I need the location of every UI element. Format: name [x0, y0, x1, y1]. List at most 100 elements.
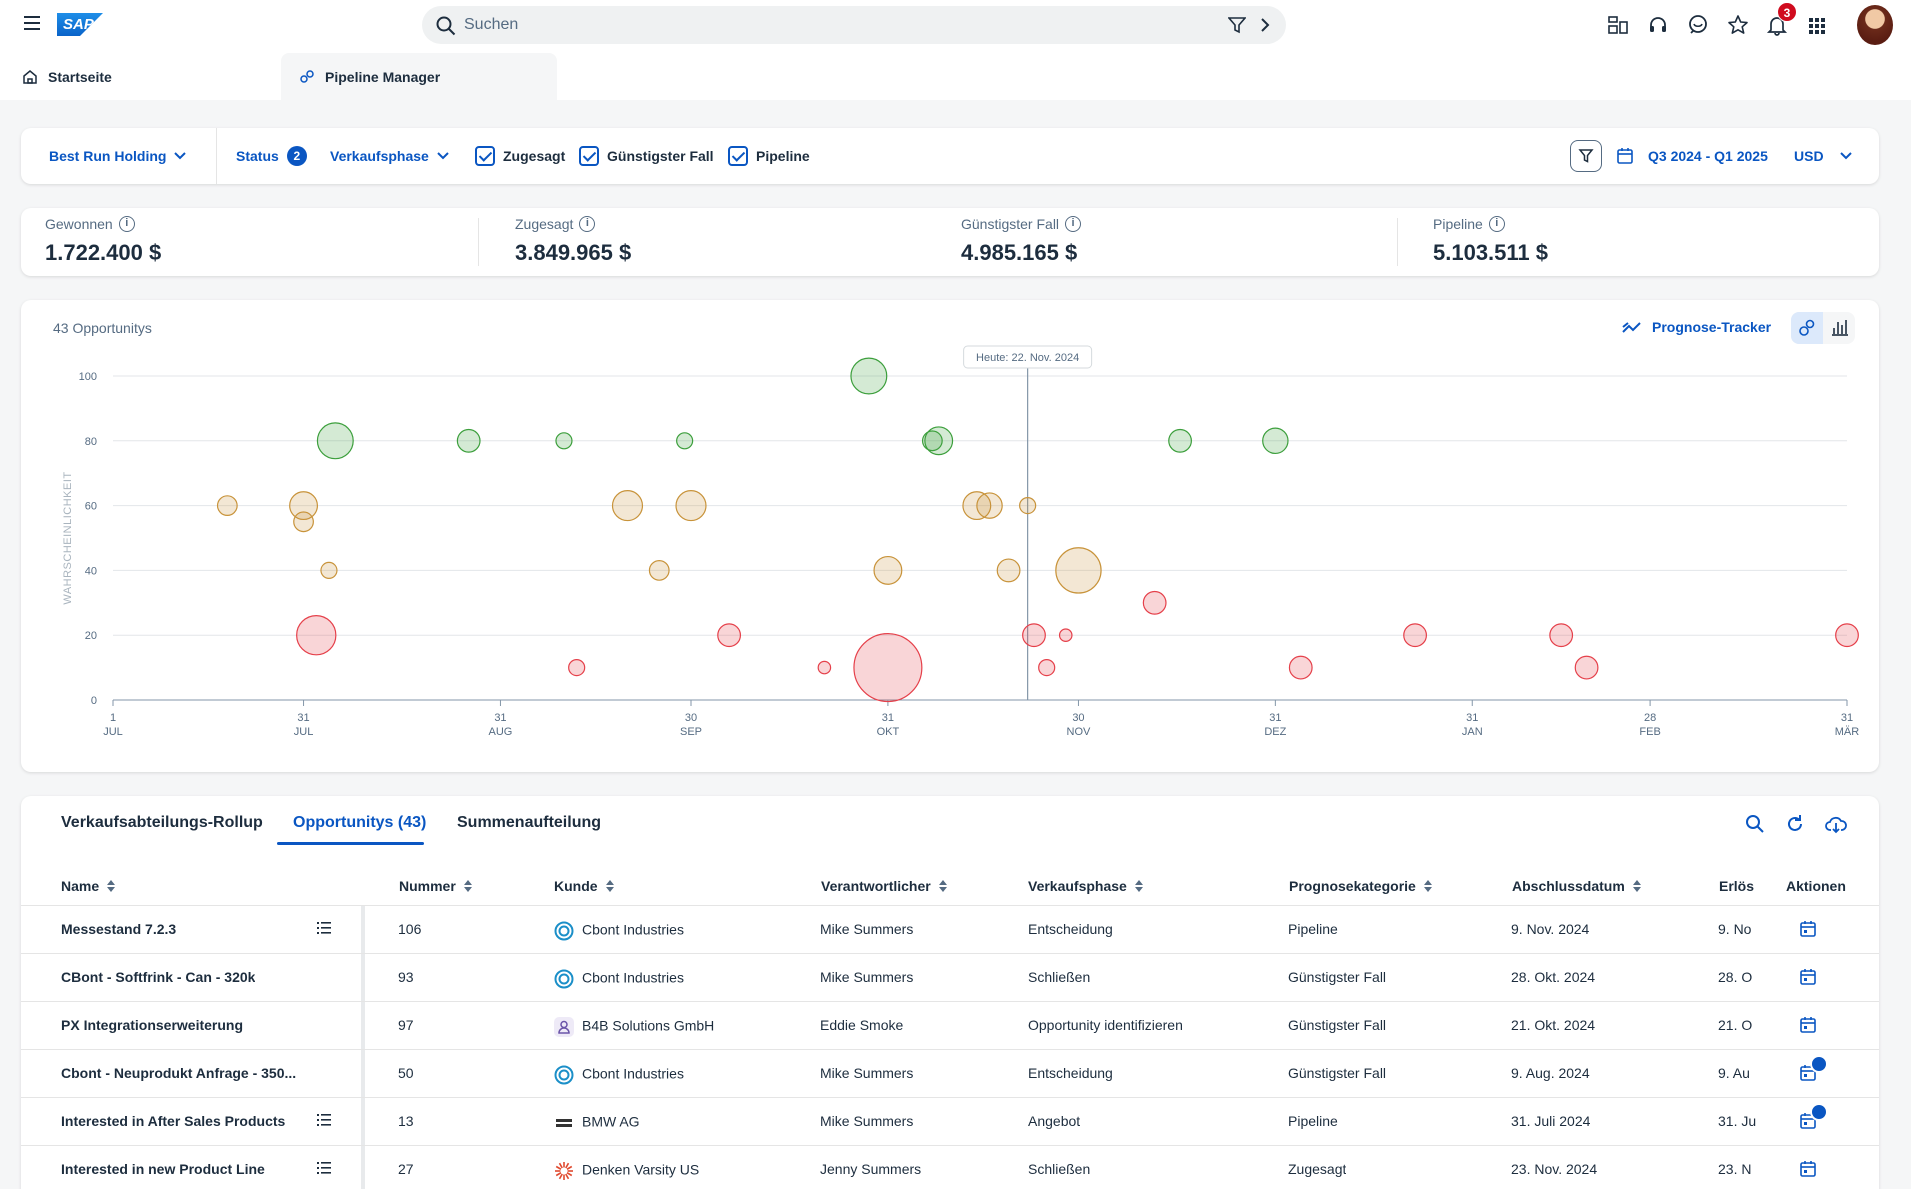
menu-icon[interactable]	[24, 16, 44, 34]
column-header[interactable]: Name	[61, 878, 116, 894]
cell-name[interactable]: Messestand 7.2.3	[61, 921, 177, 937]
currency-selector[interactable]: USD	[1794, 128, 1852, 184]
customer-name: BMW AG	[582, 1113, 640, 1130]
bubble-view-button[interactable]	[1791, 312, 1823, 344]
checkbox-guenstigster-fall[interactable]: Günstigster Fall	[579, 128, 714, 184]
info-icon[interactable]: i	[579, 216, 596, 232]
checkbox-zugesagt[interactable]: Zugesagt	[475, 128, 565, 184]
cell-name[interactable]: Interested in new Product Line	[61, 1161, 265, 1177]
favorites-star-icon[interactable]	[1727, 14, 1749, 36]
sort-icon[interactable]	[1632, 880, 1641, 892]
refresh-icon[interactable]	[1785, 814, 1805, 834]
divider	[1397, 218, 1398, 266]
adapt-filters-button[interactable]	[1570, 140, 1602, 172]
column-header[interactable]: Aktionen	[1786, 878, 1846, 894]
filter-icon[interactable]	[1228, 17, 1246, 34]
cell-name[interactable]: CBont - Softfrink - Can - 320k	[61, 969, 256, 985]
currency-label: USD	[1794, 148, 1824, 164]
app-grid-icon[interactable]	[1806, 14, 1828, 36]
checkbox-pipeline[interactable]: Pipeline	[728, 128, 810, 184]
joule-assistant-icon[interactable]	[1607, 14, 1629, 36]
list-icon[interactable]	[316, 920, 332, 936]
column-header[interactable]: Prognosekategorie	[1289, 878, 1432, 894]
tab-opportunities[interactable]: Opportunitys (43)	[293, 814, 427, 831]
cell-revenue: 9. Au	[1718, 1065, 1750, 1081]
sunburst-logo-icon	[555, 1162, 573, 1180]
x-tick-month-label: DEZ	[1264, 726, 1286, 738]
column-header[interactable]: Verkaufsphase	[1028, 878, 1143, 894]
list-icon[interactable]	[316, 1112, 332, 1128]
x-tick-day-label: 31	[1269, 712, 1281, 724]
cloud-download-icon[interactable]	[1825, 814, 1847, 834]
info-icon[interactable]: i	[118, 216, 135, 232]
bubble-pipeline	[717, 623, 742, 648]
bubble-won	[921, 430, 943, 452]
info-icon[interactable]: i	[1065, 216, 1082, 232]
bubble-bestcase	[1055, 547, 1102, 594]
column-header[interactable]: Kunde	[554, 878, 614, 894]
tab-pipeline-manager[interactable]: Pipeline Manager	[281, 53, 557, 100]
headset-icon[interactable]	[1647, 14, 1669, 36]
x-tick-day-label: 31	[1841, 712, 1853, 724]
calendar-action-icon[interactable]	[1799, 968, 1817, 986]
sort-icon[interactable]	[463, 880, 472, 892]
company-label: Best Run Holding	[49, 148, 167, 164]
column-header[interactable]: Erlös	[1719, 878, 1754, 894]
table-row[interactable]: Interested in new Product Line 27 Denken V…	[21, 1146, 1879, 1189]
list-icon[interactable]	[316, 1160, 332, 1176]
search-icon	[436, 16, 456, 36]
bubble-pipeline	[853, 633, 923, 703]
note-badge-icon[interactable]	[1810, 1103, 1828, 1121]
chevron-right-icon[interactable]	[1260, 17, 1270, 33]
info-icon[interactable]: i	[1488, 216, 1505, 232]
note-badge-icon[interactable]	[1810, 1055, 1828, 1073]
tab-sum-breakdown[interactable]: Summenaufteilung	[457, 814, 602, 831]
bmw-group-logo-icon	[556, 1119, 572, 1127]
status-filter[interactable]: Status 2	[236, 128, 307, 184]
tab-sales-rollup[interactable]: Verkaufsabteilungs-Rollup	[61, 814, 263, 831]
table-row[interactable]: Messestand 7.2.3 106 Cbont Industries Mike …	[21, 906, 1879, 954]
table-row[interactable]: Interested in After Sales Products 13 BMW …	[21, 1098, 1879, 1146]
forecast-tracker-link[interactable]: Prognose-Tracker	[1622, 310, 1771, 344]
search-icon[interactable]	[1745, 814, 1765, 834]
sort-icon[interactable]	[938, 880, 947, 892]
cell-name[interactable]: Interested in After Sales Products	[61, 1113, 286, 1129]
cell-name[interactable]: Cbont - Neuprodukt Anfrage - 350...	[61, 1065, 297, 1081]
calendar-action-icon[interactable]	[1799, 1016, 1817, 1034]
tab-startseite[interactable]: Startseite	[22, 53, 112, 100]
cell-close: 9. Aug. 2024	[1511, 1065, 1590, 1081]
column-header[interactable]: Verantwortlicher	[821, 878, 947, 894]
phase-filter[interactable]: Verkaufsphase	[330, 128, 449, 184]
cell-customer: BMW AG	[554, 1113, 640, 1133]
x-tick-month-label: NOV	[1067, 726, 1092, 738]
table-row[interactable]: PX Integrationserweiterung 97 B4B Solution…	[21, 1002, 1879, 1050]
period-selector[interactable]: Q3 2024 - Q1 2025	[1616, 128, 1768, 184]
bubble-pipeline	[1022, 623, 1046, 648]
sort-icon[interactable]	[1134, 880, 1143, 892]
table-row[interactable]: CBont - Softfrink - Can - 320k 93 Cbont In…	[21, 954, 1879, 1002]
calendar-action-icon[interactable]	[1799, 920, 1817, 938]
user-avatar[interactable]	[1857, 5, 1893, 45]
cell-category: Günstigster Fall	[1288, 1065, 1387, 1081]
sap-logo[interactable]: SAP	[57, 13, 103, 36]
cell-phase: Schließen	[1028, 1161, 1091, 1177]
cell-name[interactable]: PX Integrationserweiterung	[61, 1017, 244, 1033]
cell-category: Günstigster Fall	[1288, 1017, 1387, 1033]
column-header[interactable]: Nummer	[399, 878, 472, 894]
sort-icon[interactable]	[1423, 880, 1432, 892]
table-row[interactable]: Cbont - Neuprodukt Anfrage - 350... 50 Cbo…	[21, 1050, 1879, 1098]
sort-icon[interactable]	[605, 880, 614, 892]
search-field[interactable]: Suchen	[422, 6, 1286, 44]
column-header-label: Name	[61, 878, 100, 894]
feedback-icon[interactable]	[1687, 14, 1709, 36]
sort-icon[interactable]	[107, 880, 116, 892]
bar-chart-icon[interactable]	[1823, 312, 1855, 344]
checkbox-checked-icon	[475, 146, 495, 166]
cell-revenue: 9. No	[1718, 921, 1752, 937]
company-selector[interactable]: Best Run Holding	[49, 128, 187, 184]
column-header[interactable]: Abschlussdatum	[1512, 878, 1641, 894]
calendar-action-icon[interactable]	[1799, 1160, 1817, 1178]
customer-name: B4B Solutions GmbH	[582, 1017, 715, 1034]
cell-close: 31. Juli 2024	[1511, 1113, 1591, 1129]
bubble-bestcase	[648, 560, 670, 581]
